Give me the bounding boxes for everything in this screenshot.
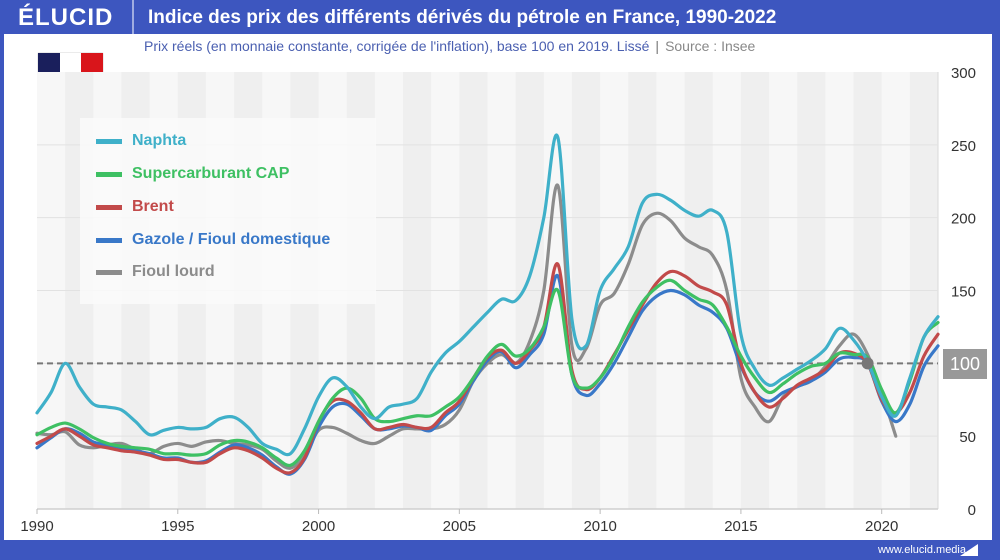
y-tick-label: 200 <box>951 211 976 228</box>
legend-item[interactable]: Gazole / Fioul domestique <box>96 231 330 249</box>
y-tick-label: 50 <box>959 429 976 446</box>
y-tick-label: 150 <box>951 284 976 301</box>
legend-label: Fioul lourd <box>132 263 215 280</box>
subtitle-separator: | <box>655 38 660 54</box>
source-label: Source : Insee <box>665 38 756 54</box>
x-tick-label: 2005 <box>443 518 476 535</box>
legend-swatch <box>96 237 122 243</box>
series-line-supercarburant-cap <box>35 278 940 468</box>
legend-item[interactable]: Brent <box>96 198 174 216</box>
subtitle-text: Prix réels (en monnaie constante, corrig… <box>144 38 650 54</box>
reference-marker <box>861 357 874 370</box>
series-line-naphta <box>35 133 940 457</box>
elucid-logo: ÉLUCID <box>18 4 114 31</box>
elucid-mark-icon <box>960 544 978 556</box>
reference-badge: 100 <box>943 349 987 379</box>
header: ÉLUCID Indice des prix des différents dé… <box>0 0 1000 36</box>
legend-label: Brent <box>132 198 174 215</box>
legend-swatch <box>96 204 122 210</box>
x-tick-label: 2010 <box>583 518 616 535</box>
legend: Naphta Supercarburant CAP Brent Gazole /… <box>80 118 376 304</box>
x-tick-label: 2000 <box>302 518 335 535</box>
legend-label: Supercarburant CAP <box>132 165 290 182</box>
legend-item[interactable]: Supercarburant CAP <box>96 165 289 183</box>
footer-url[interactable]: www.elucid.media <box>877 544 966 556</box>
y-tick-label: 0 <box>968 502 976 519</box>
x-tick-label: 1995 <box>161 518 194 535</box>
legend-swatch <box>96 138 122 144</box>
header-divider <box>132 0 134 36</box>
x-axis: 1990 1995 2000 2005 2010 2015 2020 <box>20 508 938 535</box>
chart-title: Indice des prix des différents dérivés d… <box>148 7 777 28</box>
x-tick-label: 2015 <box>724 518 757 535</box>
chart-subtitle: Prix réels (en monnaie constante, corrig… <box>144 38 755 54</box>
y-axis: 0 50 150 200 250 300 <box>951 65 976 519</box>
y-tick-label: 250 <box>951 138 976 155</box>
x-tick-label: 1990 <box>20 518 53 535</box>
legend-item[interactable]: Naphta <box>96 132 186 150</box>
series-lines <box>35 133 940 476</box>
legend-item[interactable]: Fioul lourd <box>96 263 215 281</box>
legend-swatch <box>96 171 122 177</box>
y-tick-label: 300 <box>951 65 976 82</box>
x-tick-label: 2020 <box>865 518 898 535</box>
legend-label: Gazole / Fioul domestique <box>132 231 331 248</box>
legend-swatch <box>96 269 122 275</box>
legend-label: Naphta <box>132 132 187 149</box>
